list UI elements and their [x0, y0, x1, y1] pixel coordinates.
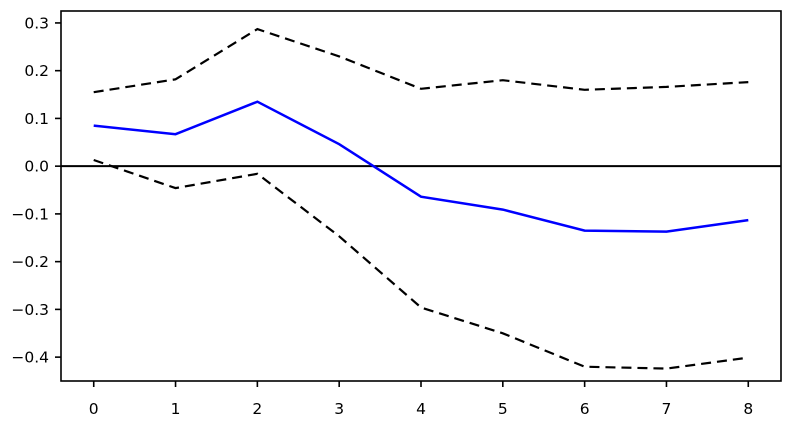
- y-tick-label: 0.0: [24, 158, 49, 176]
- series-upper-confidence-band: [93, 27, 749, 94]
- x-tick-label: 4: [416, 400, 426, 418]
- y-tick-label: 0.1: [24, 110, 49, 128]
- x-tick-label: 6: [580, 400, 590, 418]
- y-tick-label: 0.3: [24, 14, 49, 32]
- x-tick-label: 3: [334, 400, 344, 418]
- x-tick-label: 7: [662, 400, 672, 418]
- y-tick-label: −0.3: [11, 301, 49, 319]
- y-tick-label: −0.2: [11, 253, 49, 271]
- series-lower-confidence-band: [93, 158, 749, 370]
- y-tick-label: −0.4: [11, 349, 49, 367]
- x-tick-label: 8: [743, 400, 753, 418]
- x-tick-label: 2: [252, 400, 262, 418]
- x-tick-label: 5: [498, 400, 508, 418]
- x-tick-label: 1: [171, 400, 181, 418]
- y-tick-label: −0.1: [11, 205, 49, 223]
- y-tick-label: 0.2: [24, 62, 49, 80]
- series-response: [93, 100, 749, 233]
- x-tick-label: 0: [89, 400, 99, 418]
